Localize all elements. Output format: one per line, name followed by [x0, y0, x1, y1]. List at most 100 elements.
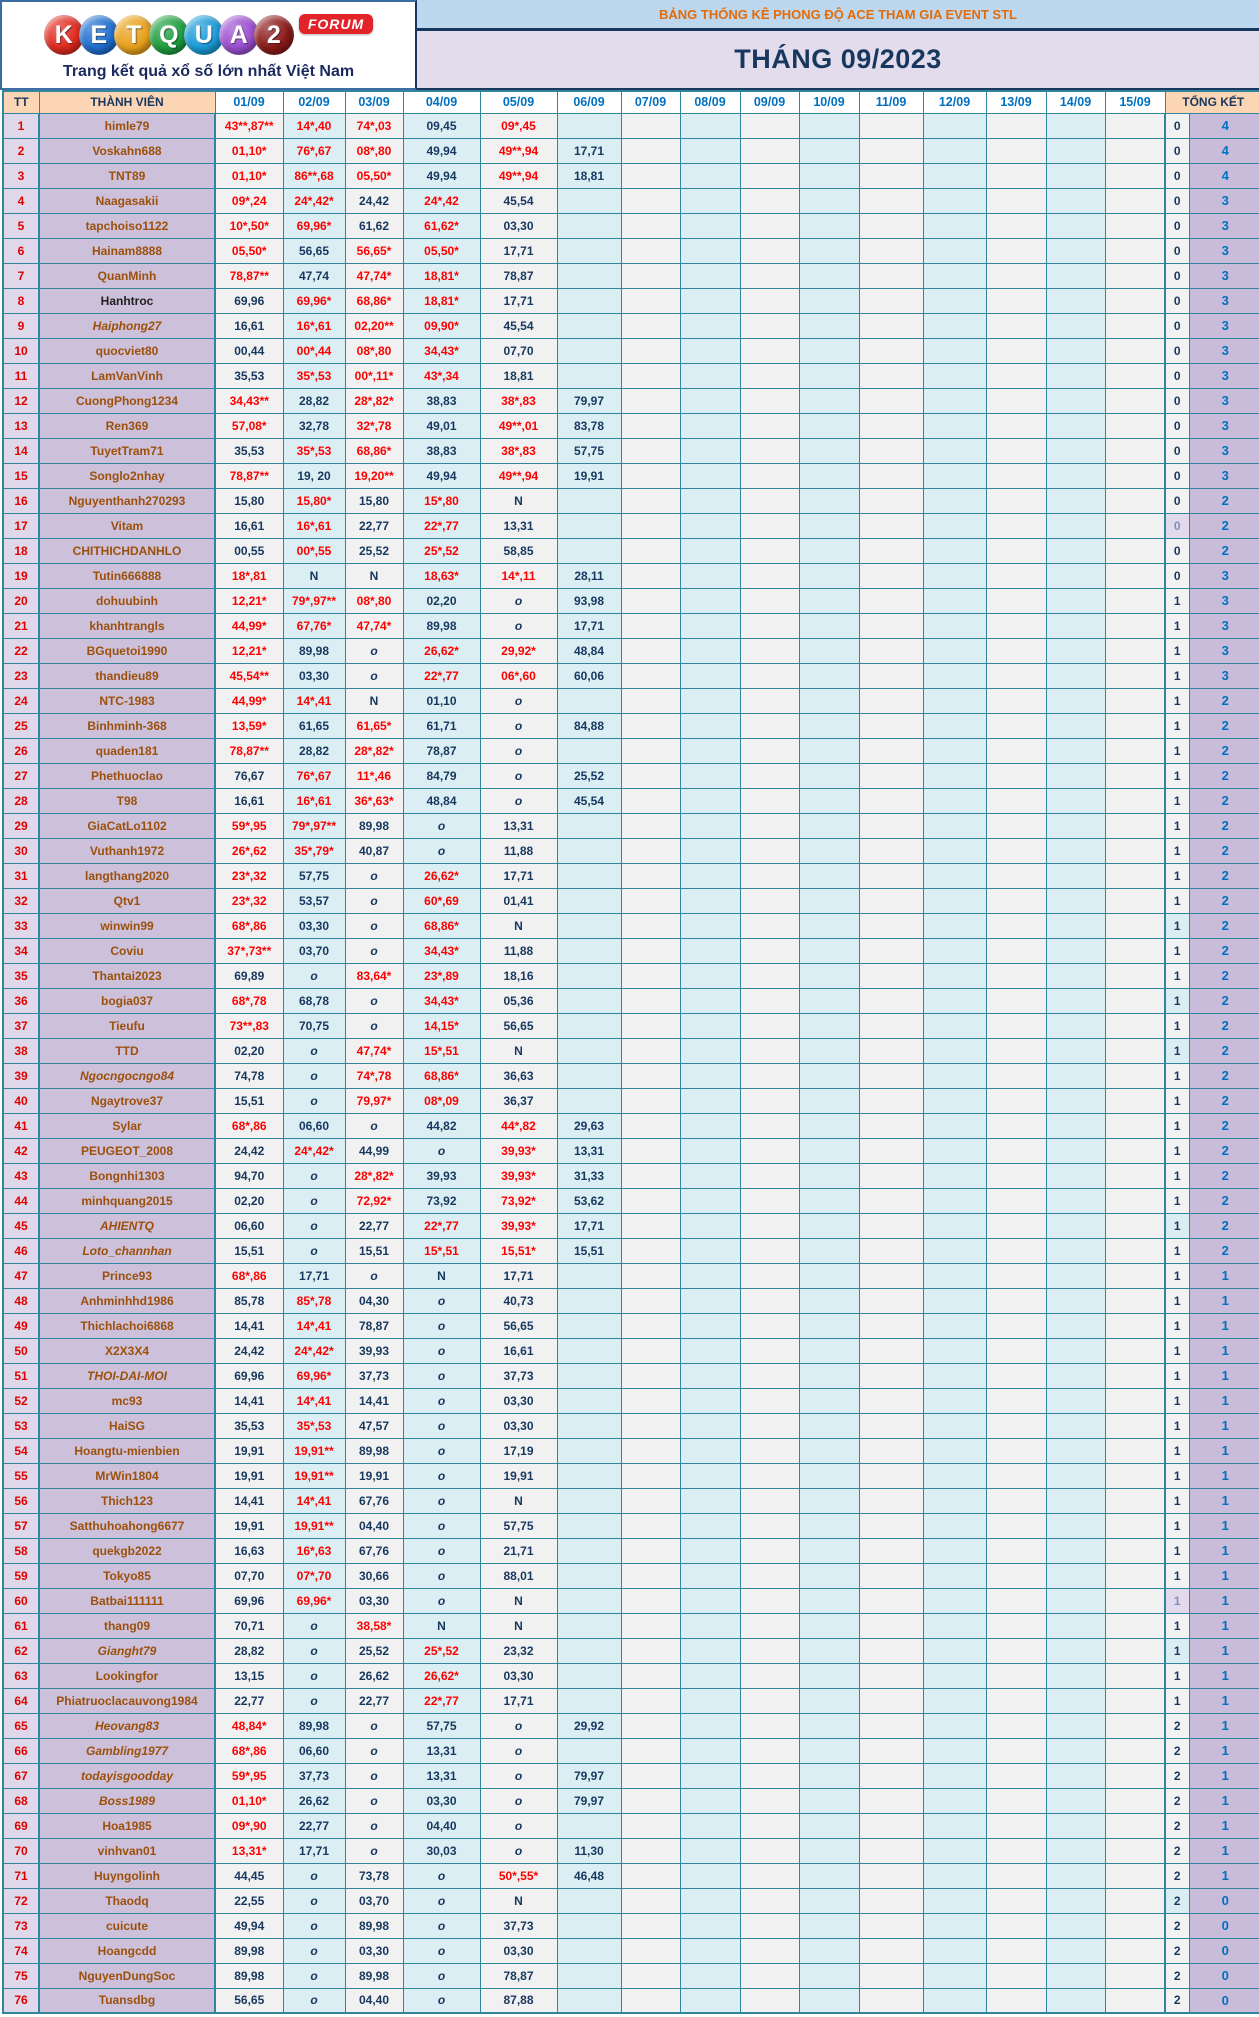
day-cell-11-09: [858, 1537, 924, 1564]
logo-ball-a: A: [218, 15, 259, 55]
day-cell-13-09: [985, 1512, 1047, 1539]
day-cell-11-09: [858, 687, 924, 714]
day-cell-11-09: [858, 1087, 924, 1114]
day-cell-10-09: [798, 337, 860, 364]
day-cell-12-09: [922, 562, 987, 589]
day-cell-04-09: 49,94: [402, 137, 481, 164]
day-cell-03-09: 22,77: [344, 1212, 404, 1239]
day-cell-15-09: [1104, 1637, 1166, 1664]
summary-count-cell: 1: [1164, 1537, 1190, 1564]
day-cell-06-09: [556, 1037, 622, 1064]
day-cell-01-09: 89,98: [214, 1937, 284, 1964]
day-cell-02-09: 14*,41: [282, 1487, 346, 1514]
day-cell-12-09: [922, 1262, 987, 1289]
day-cell-08-09: [679, 712, 741, 739]
day-cell-14-09: [1045, 887, 1106, 914]
day-cell-07-09: [620, 1812, 681, 1839]
summary-total-cell: 1: [1188, 1537, 1259, 1564]
day-cell-09-09: [739, 312, 800, 339]
day-cell-03-09: 00*,11*: [344, 362, 404, 389]
day-cell-07-09: [620, 1562, 681, 1589]
day-cell-10-09: [798, 587, 860, 614]
day-cell-10-09: [798, 387, 860, 414]
day-cell-10-09: [798, 1462, 860, 1489]
col-header-member: THÀNH VIÊN: [38, 90, 216, 114]
summary-count-cell: 1: [1164, 1512, 1190, 1539]
row-index: 5: [2, 212, 40, 239]
day-cell-03-09: 47,74*: [344, 612, 404, 639]
day-cell-06-09: [556, 812, 622, 839]
member-name: HaiSG: [38, 1412, 216, 1439]
day-cell-07-09: [620, 1912, 681, 1939]
day-cell-12-09: [922, 512, 987, 539]
day-cell-09-09: [739, 1362, 800, 1389]
day-cell-04-09: 05,50*: [402, 237, 481, 264]
day-cell-01-09: 69,96: [214, 1362, 284, 1389]
day-cell-07-09: [620, 1112, 681, 1139]
summary-total-cell: 0: [1188, 1912, 1259, 1939]
summary-count-cell: 2: [1164, 1762, 1190, 1789]
day-cell-15-09: [1104, 662, 1166, 689]
row-index: 8: [2, 287, 40, 314]
day-cell-08-09: [679, 112, 741, 139]
day-cell-02-09: 76*,67: [282, 137, 346, 164]
member-row-21: 21 khanhtrangls 44,99* 67,76* 47,74* 89,98 o 17…: [2, 612, 1259, 639]
summary-total-cell: 3: [1188, 612, 1259, 639]
day-cell-11-09: [858, 812, 924, 839]
day-cell-06-09: 29,63: [556, 1112, 622, 1139]
row-index: 45: [2, 1212, 40, 1239]
day-cell-10-09: [798, 1962, 860, 1989]
day-cell-14-09: [1045, 712, 1106, 739]
col-header-date-05-09: 05/09: [479, 90, 558, 114]
member-row-16: 16 Nguyenthanh270293 15,80 15,80* 15,80 15*,8…: [2, 487, 1259, 514]
day-cell-15-09: [1104, 962, 1166, 989]
day-cell-12-09: [922, 1437, 987, 1464]
day-cell-07-09: [620, 1212, 681, 1239]
day-cell-14-09: [1045, 487, 1106, 514]
row-index: 7: [2, 262, 40, 289]
day-cell-11-09: [858, 437, 924, 464]
day-cell-03-09: 38,58*: [344, 1612, 404, 1639]
summary-count-cell: 0: [1164, 512, 1190, 539]
day-cell-06-09: [556, 1287, 622, 1314]
day-cell-14-09: [1045, 1162, 1106, 1189]
member-name: Hoa1985: [38, 1812, 216, 1839]
summary-total-cell: 3: [1188, 237, 1259, 264]
day-cell-11-09: [858, 962, 924, 989]
day-cell-13-09: [985, 1037, 1047, 1064]
day-cell-03-09: 03,30: [344, 1937, 404, 1964]
day-cell-14-09: [1045, 1137, 1106, 1164]
row-index: 29: [2, 812, 40, 839]
day-cell-03-09: 22,77: [344, 512, 404, 539]
day-cell-11-09: [858, 1937, 924, 1964]
day-cell-11-09: [858, 1237, 924, 1264]
day-cell-03-09: 05,50*: [344, 162, 404, 189]
day-cell-15-09: [1104, 387, 1166, 414]
day-cell-15-09: [1104, 1412, 1166, 1439]
day-cell-08-09: [679, 1837, 741, 1864]
day-cell-15-09: [1104, 1437, 1166, 1464]
day-cell-12-09: [922, 537, 987, 564]
day-cell-06-09: 93,98: [556, 587, 622, 614]
day-cell-04-09: o: [402, 1437, 481, 1464]
day-cell-10-09: [798, 1762, 860, 1789]
day-cell-03-09: 15,80: [344, 487, 404, 514]
summary-total-cell: 2: [1188, 762, 1259, 789]
day-cell-12-09: [922, 962, 987, 989]
day-cell-11-09: [858, 1612, 924, 1639]
day-cell-04-09: 60*,69: [402, 887, 481, 914]
day-cell-13-09: [985, 487, 1047, 514]
summary-total-cell: 3: [1188, 187, 1259, 214]
day-cell-10-09: [798, 1487, 860, 1514]
day-cell-11-09: [858, 287, 924, 314]
day-cell-06-09: [556, 1262, 622, 1289]
day-cell-02-09: 14*,41: [282, 1312, 346, 1339]
day-cell-13-09: [985, 412, 1047, 439]
day-cell-01-09: 37*,73**: [214, 937, 284, 964]
day-cell-03-09: 36*,63*: [344, 787, 404, 814]
col-header-date-10-09: 10/09: [798, 90, 860, 114]
day-cell-03-09: 28*,82*: [344, 387, 404, 414]
day-cell-02-09: o: [282, 1887, 346, 1914]
day-cell-05-09: 03,30: [479, 1937, 558, 1964]
member-name: quocviet80: [38, 337, 216, 364]
